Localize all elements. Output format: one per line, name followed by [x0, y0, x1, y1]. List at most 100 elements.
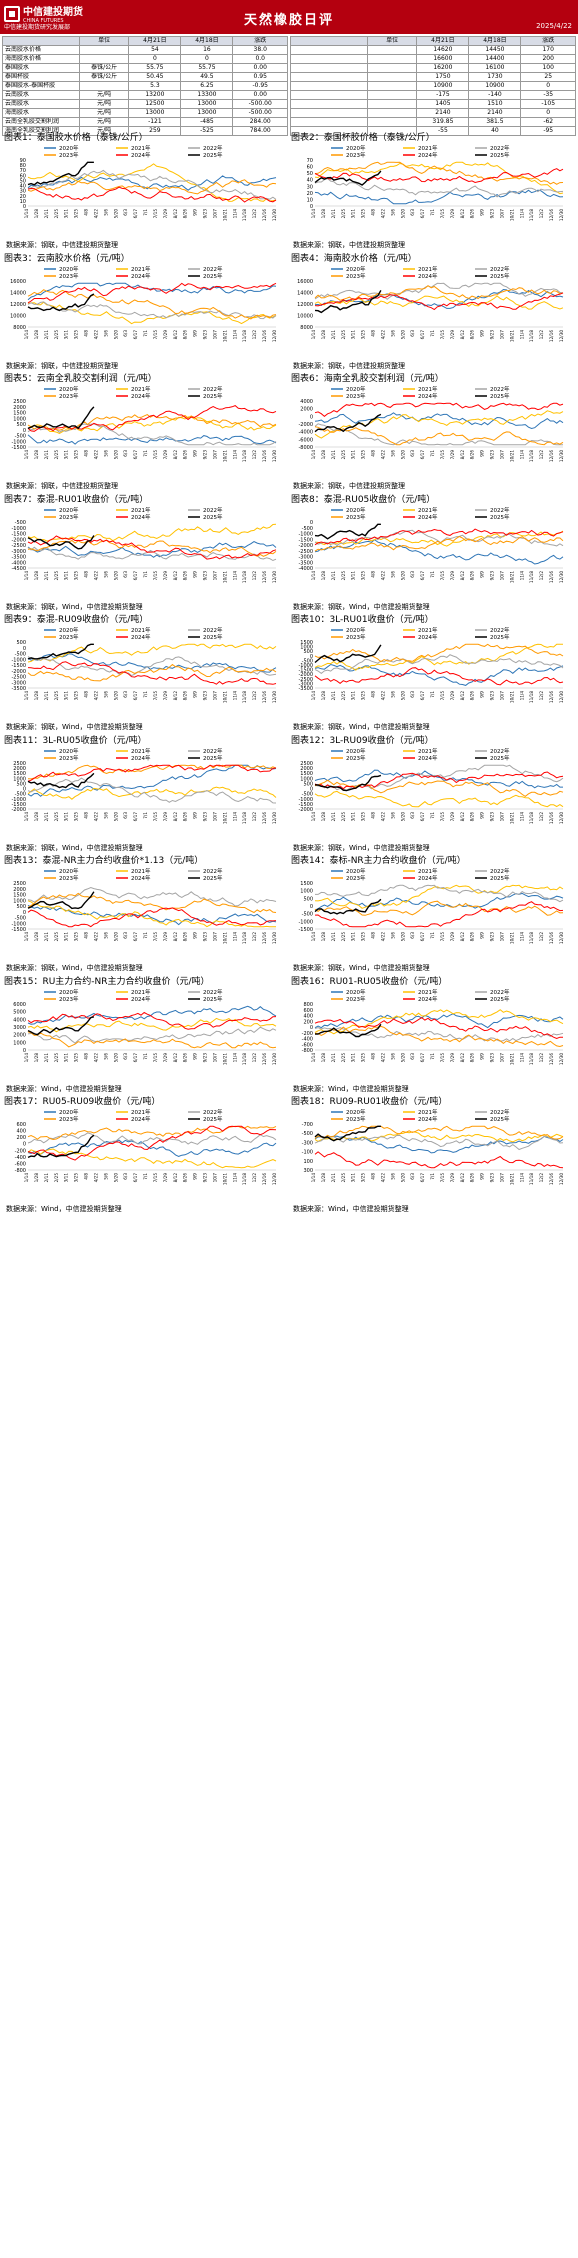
x-tick-label: 6/3 [123, 691, 128, 698]
legend-label: 2021年 [418, 747, 438, 755]
legend-label: 2023年 [59, 513, 79, 521]
table-cell: -485 [180, 117, 234, 127]
x-tick-label: 7/15 [153, 691, 158, 701]
x-tick-label: 11/18 [529, 932, 534, 944]
legend-label: 2024年 [131, 995, 151, 1003]
figure-source: 数据来源：钢联，Wind，中信建投期货整理 [6, 602, 143, 611]
x-tick-label: 2/11 [44, 1052, 49, 1062]
series-line [314, 1135, 564, 1154]
x-tick-label: 3/25 [361, 450, 366, 460]
table-header-cell: 单位 [366, 36, 418, 46]
legend-label: 2025年 [490, 754, 510, 762]
x-tick-label: 11/18 [529, 209, 534, 221]
x-tick-label: 10/7 [212, 1052, 217, 1062]
x-tick-label: 1/14 [24, 1173, 29, 1183]
logo-cn-text: 中信建投期货 [23, 7, 83, 18]
table-row: 云南胶水 元/吨 12500 13000 -500.00 [2, 99, 288, 109]
x-tick-label: 4/22 [380, 1052, 385, 1062]
x-tick-label: 6/3 [410, 450, 415, 457]
price-table-left: 单位 4月21日 4月18日 涨跌 云南胶水价格 54 16 38.0 海南胶水价格 0 0 0.0 泰… [2, 36, 288, 136]
x-tick-label: 8/26 [183, 209, 188, 219]
x-tick-label: 5/6 [390, 691, 395, 698]
series-line [314, 1016, 563, 1039]
legend-label: 2023年 [346, 513, 366, 521]
x-tick-label: 12/30 [559, 450, 564, 462]
x-tick-label: 2/25 [54, 570, 59, 580]
x-tick-label: 4/22 [380, 932, 385, 942]
legend-label: 2022年 [203, 867, 223, 875]
x-tick-label: 7/29 [450, 570, 455, 580]
series-line [314, 294, 564, 310]
y-tick-label: 0 [23, 646, 26, 652]
legend-label: 2020年 [59, 385, 79, 393]
x-tick-label: 3/11 [351, 209, 356, 219]
table-cell: -95 [520, 126, 576, 136]
x-tick-label: 3/25 [74, 1052, 79, 1062]
series-line [27, 414, 277, 431]
x-tick-label: 4/8 [84, 209, 89, 216]
series-line [27, 175, 277, 191]
series-line [27, 663, 277, 682]
x-tick-label: 6/17 [133, 329, 138, 339]
x-tick-label: 12/2 [539, 932, 544, 942]
legend-label: 2020年 [59, 144, 79, 152]
legend-label: 2024年 [131, 1115, 151, 1123]
y-tick-label: 2000 [300, 766, 313, 772]
x-tick-label: 3/25 [74, 811, 79, 821]
x-tick-label: 7/29 [450, 450, 455, 460]
figure-source: 数据来源：钢联，Wind，中信建投期货整理 [293, 602, 430, 611]
y-tick-label: 300 [303, 1168, 313, 1174]
y-tick-label: -3500 [298, 560, 313, 566]
x-tick-label: 8/12 [460, 1052, 465, 1062]
x-tick-label: 12/2 [539, 691, 544, 701]
x-tick-label: 11/18 [242, 691, 247, 703]
series-line [314, 528, 564, 545]
x-tick-label: 12/16 [549, 329, 554, 341]
x-tick-label: 11/18 [242, 1052, 247, 1064]
x-tick-label: 12/16 [549, 691, 554, 703]
x-tick-label: 4/8 [371, 329, 376, 336]
legend-label: 2020年 [346, 747, 366, 755]
series-line [314, 1012, 564, 1028]
figure-caption: 图表6：海南全乳胶交割利润（元/吨） [291, 374, 444, 384]
legend-label: 2023年 [346, 1115, 366, 1123]
x-tick-label: 10/21 [509, 932, 514, 944]
x-tick-label: 10/7 [499, 329, 504, 339]
x-tick-label: 12/2 [252, 691, 257, 701]
series-line [27, 161, 94, 186]
x-tick-label: 11/18 [529, 570, 534, 582]
line-chart: 2020年 2021年 2022年 2023年 2024年 2025年 2500 2000 15… [4, 385, 284, 477]
y-tick-label: 2500 [13, 399, 26, 405]
table-row: 泰国杯胶 泰铢/公斤 50.45 49.5 0.95 [2, 72, 288, 82]
table-cell [290, 90, 368, 100]
table-cell: -105 [520, 99, 576, 109]
y-tick-label: 2000 [13, 766, 26, 772]
legend-label: 2025年 [203, 754, 223, 762]
x-tick-label: 12/30 [272, 1173, 277, 1185]
table-cell: 泰国胶水-泰国杯胶 [2, 81, 80, 91]
table-cell: 2140 [416, 108, 470, 118]
x-tick-label: 6/17 [133, 1173, 138, 1183]
x-tick-label: 10/7 [212, 932, 217, 942]
table-cell [78, 54, 130, 64]
table-cell: 云南胶水 [2, 90, 80, 100]
y-tick-label: 2500 [300, 761, 313, 767]
x-tick-label: 7/15 [440, 329, 445, 339]
y-tick-label: -2000 [298, 807, 313, 813]
x-tick-label: 7/1 [143, 570, 148, 577]
table-row: 10900 10900 0 [290, 81, 576, 91]
figure-caption: 图表4：海南胶水价格（元/吨） [291, 253, 417, 264]
figure-source: 数据来源：钢联，中信建投期货整理 [293, 361, 405, 370]
legend-label: 2020年 [59, 867, 79, 875]
table-row: 泰国胶水 泰铢/公斤 55.75 55.75 0.00 [2, 63, 288, 73]
x-tick-label: 4/22 [93, 691, 98, 701]
table-cell: 13000 [180, 99, 234, 109]
x-tick-label: 5/20 [113, 1052, 118, 1062]
figure-caption: 图表10：3L-RU01收盘价（元/吨） [291, 615, 434, 625]
table-cell: 13200 [128, 90, 182, 100]
legend-label: 2022年 [490, 867, 510, 875]
x-tick-label: 10/7 [499, 450, 504, 460]
table-cell: 5.3 [128, 81, 182, 91]
table-cell [366, 54, 418, 64]
series-line [314, 291, 564, 310]
